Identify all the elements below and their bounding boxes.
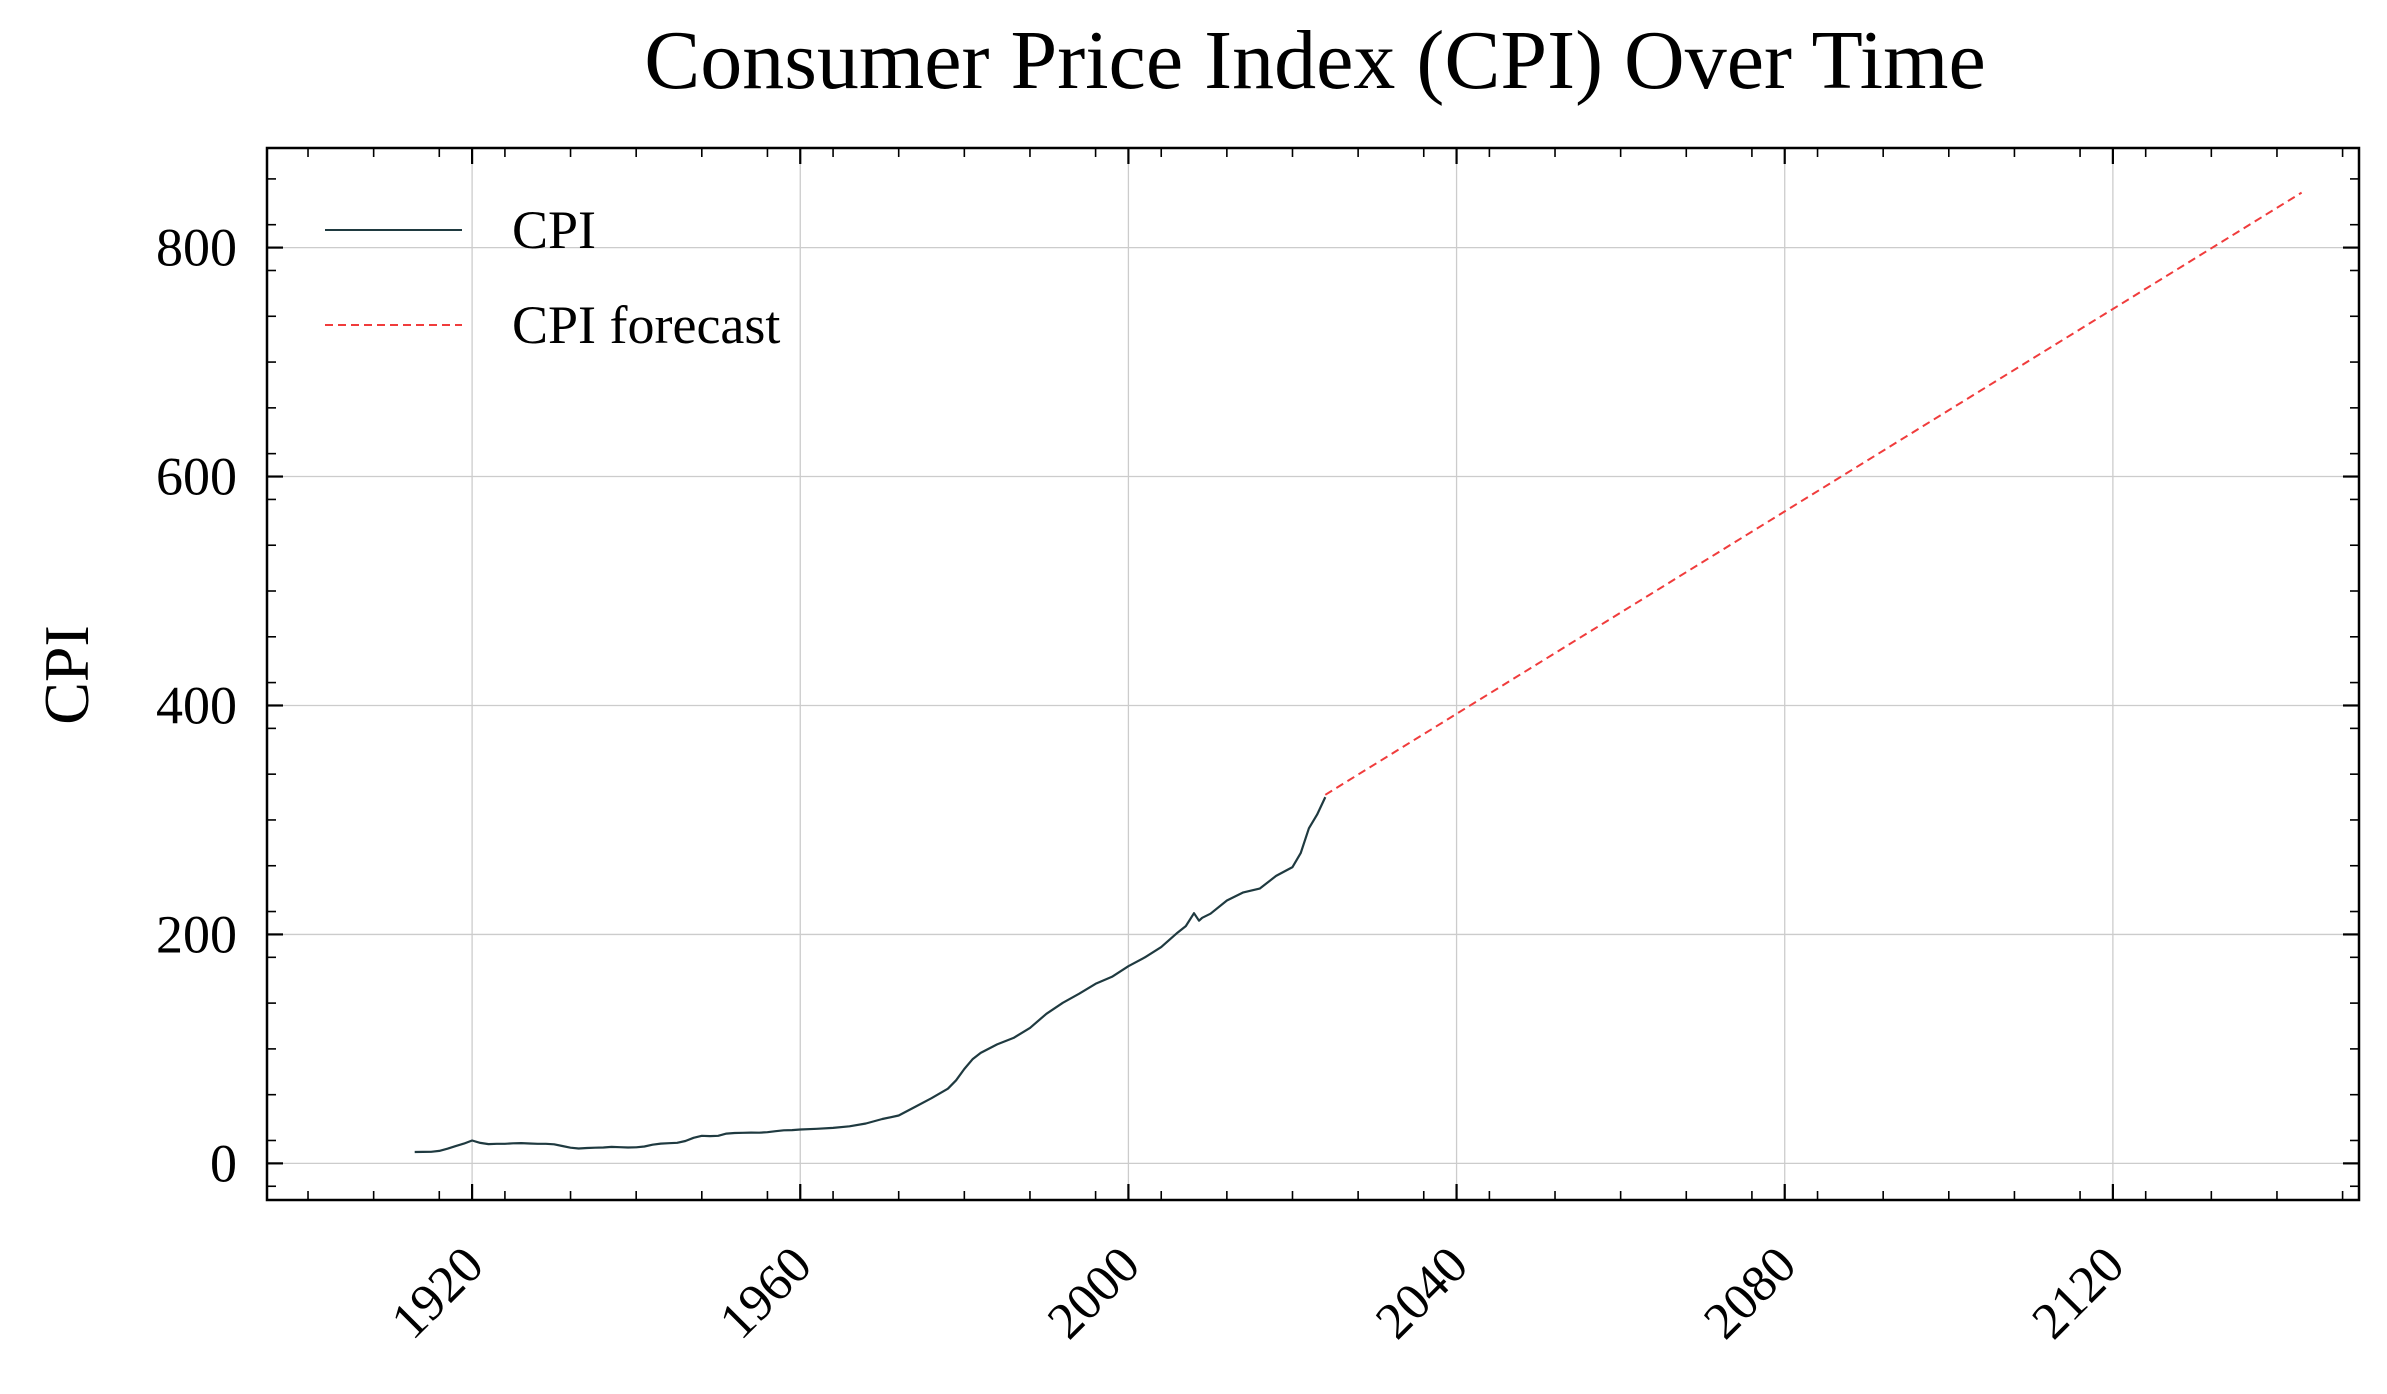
cpi-series-line bbox=[414, 796, 1327, 1154]
y-tick-label: 600 bbox=[156, 447, 237, 507]
y-tick-label: 800 bbox=[156, 218, 237, 278]
x-tick-label: 1960 bbox=[709, 1236, 823, 1350]
legend-label-cpi-forecast: CPI forecast bbox=[512, 295, 780, 355]
grid-lines bbox=[267, 148, 2359, 1200]
legend: CPI CPI forecast bbox=[325, 200, 780, 355]
y-tick-label: 400 bbox=[156, 675, 237, 735]
tick-labels: 1920 1960 2000 2040 2080 2120 0 200 400 600 800 bbox=[156, 218, 2135, 1350]
series-layer bbox=[414, 191, 2303, 1154]
legend-label-cpi: CPI bbox=[512, 200, 596, 260]
y-tick-label: 200 bbox=[156, 904, 237, 964]
axis-ticks bbox=[267, 148, 2359, 1200]
cpi-forecast-series-line bbox=[1324, 191, 2303, 796]
x-tick-label: 1920 bbox=[381, 1236, 495, 1350]
x-tick-label: 2000 bbox=[1037, 1236, 1151, 1350]
plot-frame bbox=[265, 146, 2361, 1202]
y-tick-label: 0 bbox=[210, 1133, 237, 1193]
x-tick-label: 2120 bbox=[2022, 1236, 2136, 1350]
x-tick-label: 2040 bbox=[1365, 1236, 1479, 1350]
x-tick-label: 2080 bbox=[1693, 1236, 1807, 1350]
y-axis-label: CPI bbox=[31, 625, 102, 725]
chart-title: Consumer Price Index (CPI) Over Time bbox=[644, 14, 1986, 107]
